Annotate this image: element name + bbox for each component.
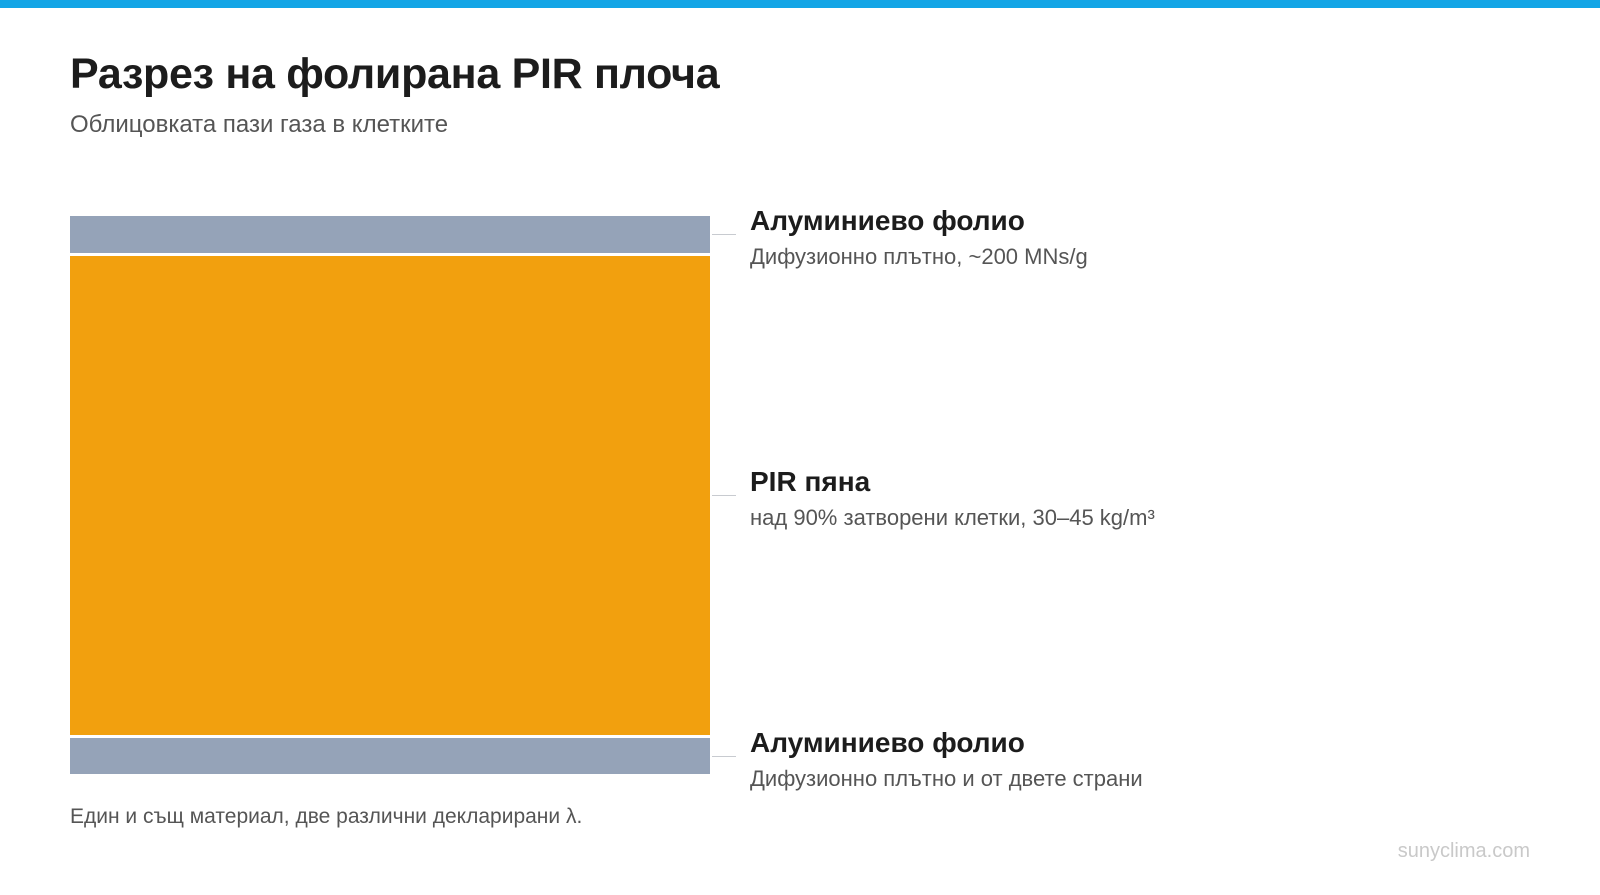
leader-line-foil-bottom — [712, 756, 736, 757]
label-description: Дифузионно плътно и от двете страни — [750, 766, 1143, 791]
label-foam: PIR пяна над 90% затворени клетки, 30–45… — [750, 465, 1155, 533]
label-description: Дифузионно плътно, ~200 MNs/g — [750, 244, 1088, 269]
page-subtitle: Облицовката пази газа в клетките — [70, 111, 449, 138]
site-watermark: sunyclima.com — [1397, 840, 1530, 862]
label-title: Алуминиево фолио — [750, 727, 1025, 758]
label-title: Алуминиево фолио — [750, 205, 1025, 236]
layer-foil-bottom — [70, 738, 710, 774]
page-title: Разрез на фолирана PIR плоча — [70, 50, 720, 98]
top-accent-bar — [0, 0, 1600, 8]
label-description: над 90% затворени клетки, 30–45 kg/m³ — [750, 505, 1155, 530]
label-foil-bottom: Алуминиево фолио Дифузионно плътно и от … — [750, 726, 1143, 794]
panel-cross-section — [70, 216, 710, 774]
leader-line-foil-top — [712, 234, 736, 235]
label-foil-top: Алуминиево фолио Дифузионно плътно, ~200… — [750, 204, 1088, 272]
layer-pir-foam — [70, 256, 710, 735]
footnote: Един и същ материал, две различни деклар… — [70, 805, 583, 828]
layer-foil-top — [70, 216, 710, 253]
label-title: PIR пяна — [750, 466, 871, 497]
leader-line-foam — [712, 495, 736, 496]
